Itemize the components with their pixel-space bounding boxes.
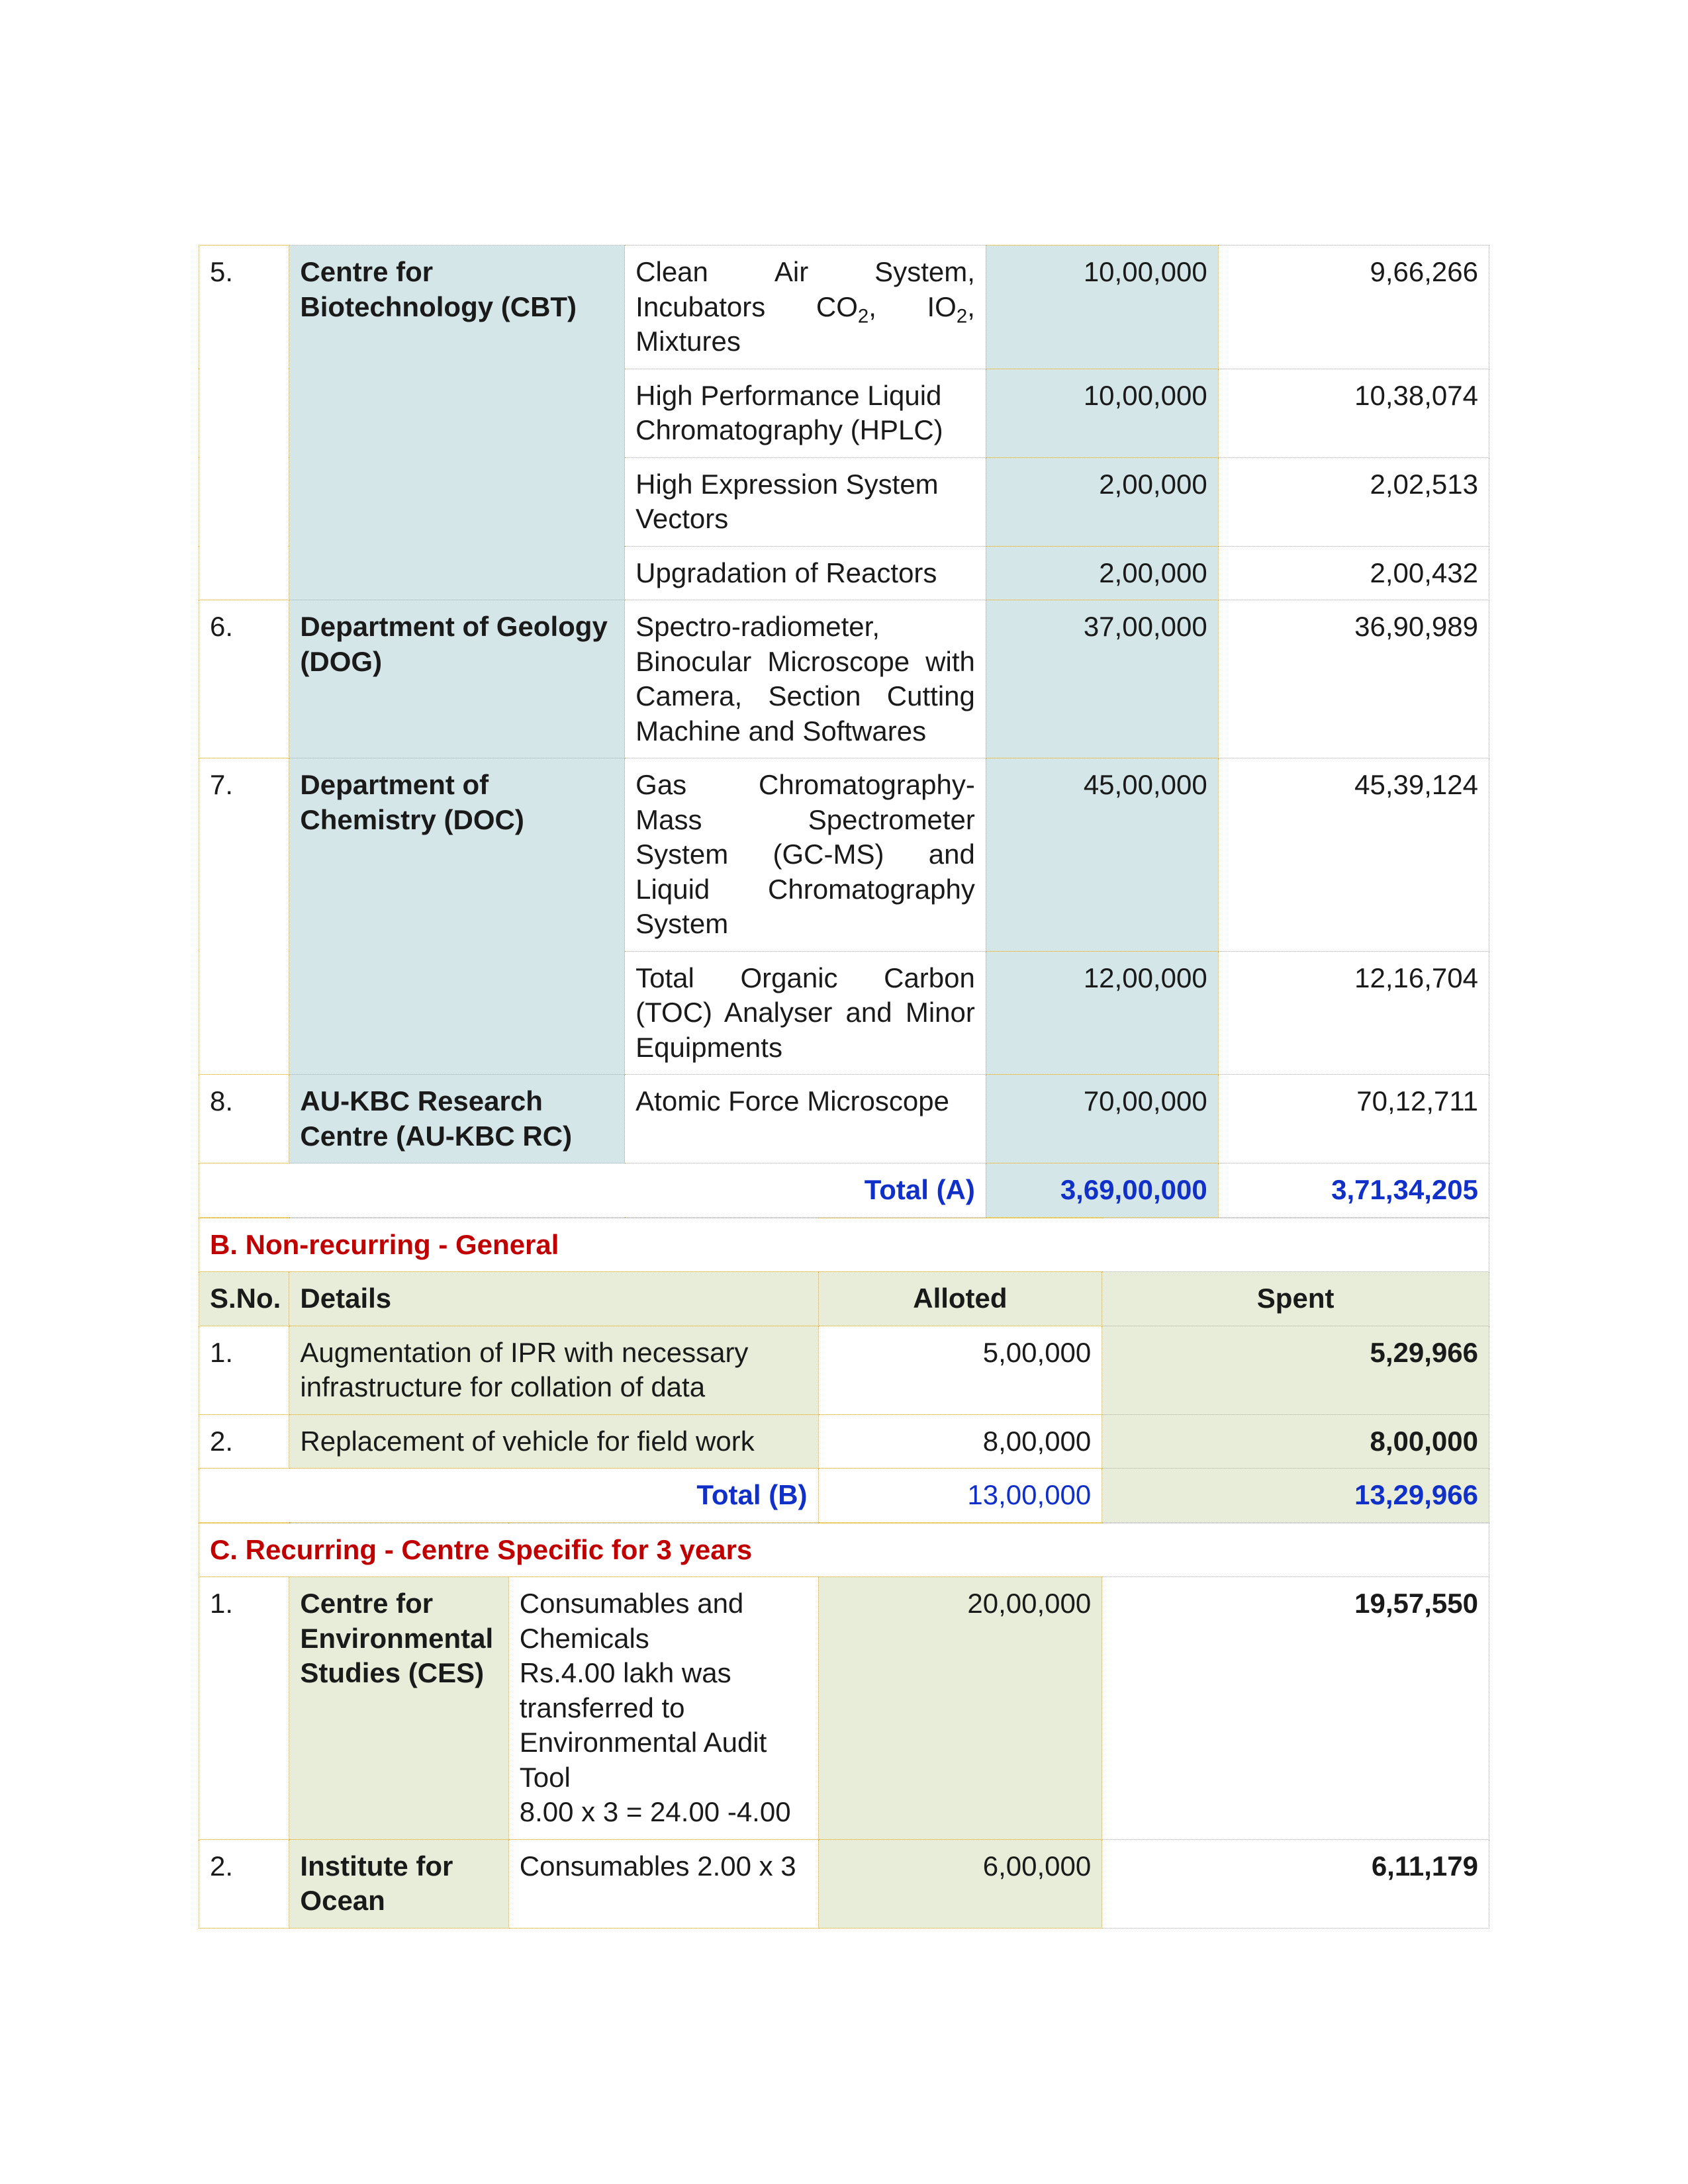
total-b-alloted: 13,00,000 xyxy=(818,1469,1102,1523)
desc-cell: Clean Air System, Incubators CO2, IO2, M… xyxy=(625,246,986,369)
desc-cell: Gas Chromatography-Mass Spectrometer Sys… xyxy=(625,758,986,952)
section-a-table: 5. Centre for Biotechnology (CBT) Clean … xyxy=(199,245,1489,1218)
total-a-row: Total (A) 3,69,00,000 3,71,34,205 xyxy=(199,1163,1489,1218)
spent-cell: 9,66,266 xyxy=(1218,246,1489,369)
desc-cell: Atomic Force Microscope xyxy=(625,1075,986,1163)
section-b-title: B. Non-recurring - General xyxy=(199,1218,1489,1272)
alloted-cell: 12,00,000 xyxy=(986,951,1218,1075)
spent-cell: 36,90,989 xyxy=(1218,600,1489,758)
section-c-title-row: C. Recurring - Centre Specific for 3 yea… xyxy=(199,1523,1489,1577)
alloted-cell: 2,00,000 xyxy=(986,546,1218,600)
alloted-cell: 10,00,000 xyxy=(986,369,1218,457)
spent-cell: 70,12,711 xyxy=(1218,1075,1489,1163)
spent-cell: 5,29,966 xyxy=(1102,1326,1489,1414)
alloted-cell: 5,00,000 xyxy=(818,1326,1102,1414)
spent-cell: 10,38,074 xyxy=(1218,369,1489,457)
section-c-title: C. Recurring - Centre Specific for 3 yea… xyxy=(199,1523,1489,1577)
alloted-cell: 45,00,000 xyxy=(986,758,1218,952)
alloted-cell: 37,00,000 xyxy=(986,600,1218,758)
sno-cell: 2. xyxy=(199,1414,289,1469)
section-b-title-row: B. Non-recurring - General xyxy=(199,1218,1489,1272)
total-a-alloted: 3,69,00,000 xyxy=(986,1163,1218,1218)
desc-cell: High Performance Liquid Chromatography (… xyxy=(625,369,986,457)
desc-cell: Spectro-radiometer, Binocular Microscope… xyxy=(625,600,986,758)
alloted-cell: 2,00,000 xyxy=(986,457,1218,546)
dept-cell: Department of Geology (DOG) xyxy=(289,600,625,758)
table-row: 5. Centre for Biotechnology (CBT) Clean … xyxy=(199,246,1489,369)
spent-cell: 19,57,550 xyxy=(1102,1577,1489,1840)
desc-cell: Total Organic Carbon (TOC) Analyser and … xyxy=(625,951,986,1075)
total-b-spent: 13,29,966 xyxy=(1102,1469,1489,1523)
section-b-header-row: S.No. Details Alloted Spent xyxy=(199,1272,1489,1326)
desc-cell: Consumables and Chemicals Rs.4.00 lakh w… xyxy=(508,1577,818,1840)
table-row: 2. Institute for Ocean Consumables 2.00 … xyxy=(199,1839,1489,1928)
header-spent: Spent xyxy=(1102,1272,1489,1326)
alloted-cell: 6,00,000 xyxy=(818,1839,1102,1928)
dept-cell: Institute for Ocean xyxy=(289,1839,508,1928)
table-row: 1. Augmentation of IPR with necessary in… xyxy=(199,1326,1489,1414)
spent-cell: 8,00,000 xyxy=(1102,1414,1489,1469)
header-details: Details xyxy=(289,1272,818,1326)
alloted-cell: 8,00,000 xyxy=(818,1414,1102,1469)
sno-cell: 1. xyxy=(199,1577,289,1840)
spent-cell: 2,02,513 xyxy=(1218,457,1489,546)
dept-cell: Centre for Environmental Studies (CES) xyxy=(289,1577,508,1840)
details-cell: Augmentation of IPR with necessary infra… xyxy=(289,1326,818,1414)
alloted-cell: 10,00,000 xyxy=(986,246,1218,369)
total-a-spent: 3,71,34,205 xyxy=(1218,1163,1489,1218)
spent-cell: 12,16,704 xyxy=(1218,951,1489,1075)
header-alloted: Alloted xyxy=(818,1272,1102,1326)
total-b-row: Total (B) 13,00,000 13,29,966 xyxy=(199,1469,1489,1523)
table-row: 6. Department of Geology (DOG) Spectro-r… xyxy=(199,600,1489,758)
table-row: 7. Department of Chemistry (DOC) Gas Chr… xyxy=(199,758,1489,952)
spent-cell: 2,00,432 xyxy=(1218,546,1489,600)
dept-cell: Department of Chemistry (DOC) xyxy=(289,758,625,1075)
section-b-table: B. Non-recurring - General S.No. Details… xyxy=(199,1218,1489,1523)
sno-cell: 1. xyxy=(199,1326,289,1414)
total-b-label: Total (B) xyxy=(199,1469,819,1523)
sno-cell: 6. xyxy=(199,600,289,758)
total-a-label: Total (A) xyxy=(199,1163,986,1218)
table-row: 8. AU-KBC Research Centre (AU-KBC RC) At… xyxy=(199,1075,1489,1163)
desc-cell: Upgradation of Reactors xyxy=(625,546,986,600)
desc-cell: Consumables 2.00 x 3 xyxy=(508,1839,818,1928)
alloted-cell: 70,00,000 xyxy=(986,1075,1218,1163)
table-row: 2. Replacement of vehicle for field work… xyxy=(199,1414,1489,1469)
header-sno: S.No. xyxy=(199,1272,289,1326)
sno-cell: 7. xyxy=(199,758,289,1075)
section-c-table: C. Recurring - Centre Specific for 3 yea… xyxy=(199,1523,1489,1929)
sno-cell: 8. xyxy=(199,1075,289,1163)
details-cell: Replacement of vehicle for field work xyxy=(289,1414,818,1469)
spent-cell: 6,11,179 xyxy=(1102,1839,1489,1928)
dept-cell: AU-KBC Research Centre (AU-KBC RC) xyxy=(289,1075,625,1163)
alloted-cell: 20,00,000 xyxy=(818,1577,1102,1840)
desc-cell: High Expression System Vectors xyxy=(625,457,986,546)
sno-cell: 5. xyxy=(199,246,289,600)
sno-cell: 2. xyxy=(199,1839,289,1928)
dept-cell: Centre for Biotechnology (CBT) xyxy=(289,246,625,600)
table-row: 1. Centre for Environmental Studies (CES… xyxy=(199,1577,1489,1840)
spent-cell: 45,39,124 xyxy=(1218,758,1489,952)
